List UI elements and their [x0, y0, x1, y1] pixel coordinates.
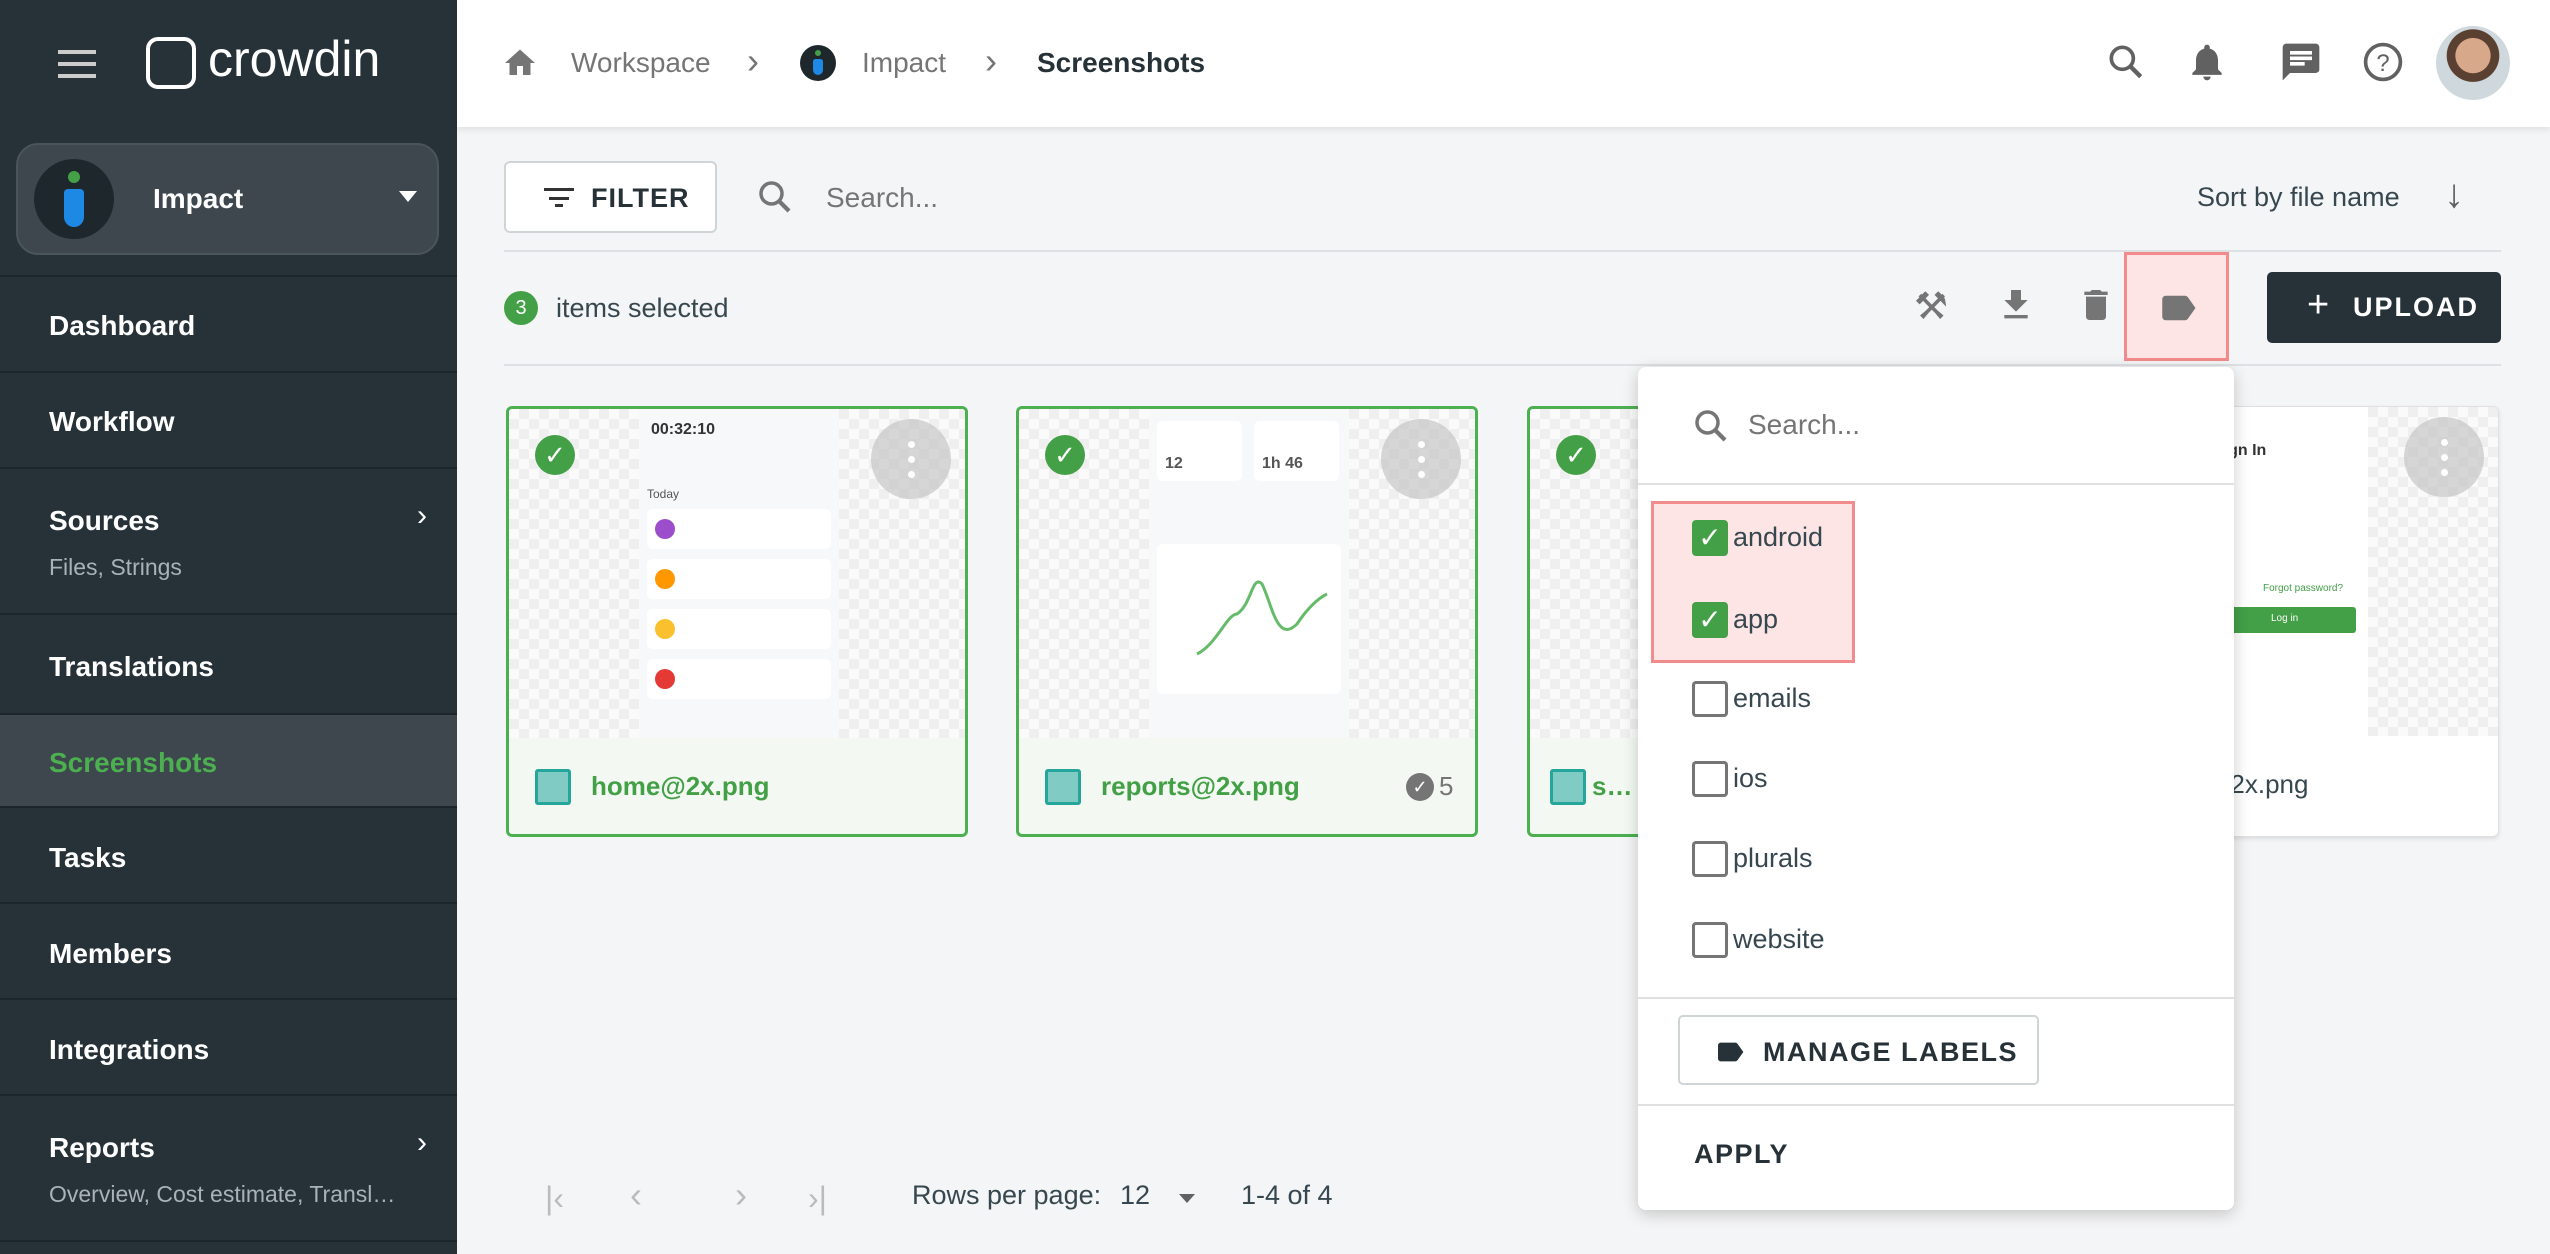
- selected-check-icon[interactable]: ✓: [1556, 435, 1596, 475]
- breadcrumb-current: Screenshots: [1037, 47, 1206, 78]
- selected-check-icon[interactable]: ✓: [535, 435, 575, 475]
- screenshot-thumbnail: 00:32:10 Today: [509, 409, 965, 738]
- bell-icon[interactable]: [2185, 40, 2229, 84]
- sidebar-item-members[interactable]: Members: [0, 904, 457, 1000]
- chat-icon[interactable]: [2279, 40, 2323, 84]
- next-page-icon[interactable]: ›: [735, 1174, 747, 1215]
- sort-select[interactable]: Sort by file name: [2197, 182, 2400, 212]
- search-icon: [1690, 405, 1732, 452]
- arrow-down-icon[interactable]: ↓: [2444, 172, 2464, 216]
- image-file-icon: [1550, 769, 1586, 805]
- apply-button[interactable]: APPLY: [1694, 1139, 1790, 1169]
- chevron-right-icon: ›: [985, 40, 997, 81]
- last-page-icon[interactable]: ›|: [808, 1180, 827, 1216]
- breadcrumb-workspace[interactable]: Workspace: [571, 47, 711, 78]
- top-bar: Workspace › Impact › Screenshots ?: [457, 0, 2550, 127]
- crowdin-logo-icon: [146, 37, 196, 89]
- first-page-icon[interactable]: |‹: [545, 1180, 564, 1216]
- more-options-icon[interactable]: [871, 419, 951, 499]
- project-icon: [34, 159, 114, 239]
- chevron-right-icon: ›: [417, 499, 427, 532]
- caret-down-icon[interactable]: [1179, 1194, 1195, 1203]
- filter-button[interactable]: FILTER: [504, 161, 717, 233]
- file-name[interactable]: reports@2x.png: [1101, 771, 1300, 801]
- checkbox-icon[interactable]: [1692, 761, 1728, 797]
- selected-check-icon[interactable]: ✓: [1045, 435, 1085, 475]
- search-input[interactable]: [826, 176, 1426, 220]
- checkbox-checked-icon[interactable]: ✓: [1692, 520, 1728, 556]
- selected-count-badge: 3: [504, 291, 538, 325]
- rows-per-page-select[interactable]: 12: [1120, 1180, 1151, 1210]
- image-file-icon: [1045, 769, 1081, 805]
- file-name[interactable]: home@2x.png: [591, 771, 770, 801]
- screenshot-card[interactable]: 00:32:10 Today ✓ home@2x.png: [506, 406, 968, 837]
- plus-icon: +: [2307, 284, 2330, 326]
- delete-icon[interactable]: [2076, 285, 2116, 330]
- sidebar-item-integrations[interactable]: Integrations: [0, 1000, 457, 1096]
- checkbox-icon[interactable]: [1692, 841, 1728, 877]
- menu-icon[interactable]: [58, 50, 96, 78]
- more-options-icon[interactable]: [1381, 419, 1461, 499]
- sidebar: crowdin Impact Dashboard Workflow Source…: [0, 0, 457, 1254]
- screenshot-card[interactable]: 12 1h 46 ✓ reports@2x.png ✓ 5: [1016, 406, 1478, 837]
- label-search-input[interactable]: [1748, 403, 2188, 447]
- home-icon[interactable]: [502, 45, 538, 81]
- checkbox-icon[interactable]: [1692, 922, 1728, 958]
- page-range: 1-4 of 4: [1241, 1180, 1333, 1210]
- manage-labels-button[interactable]: MANAGE LABELS: [1678, 1015, 2039, 1085]
- checkbox-checked-icon[interactable]: ✓: [1692, 602, 1728, 638]
- label-icon: [1718, 1042, 1744, 1062]
- selected-labels-highlight: [1651, 501, 1855, 663]
- project-icon: [800, 45, 836, 81]
- screenshot-thumbnail: 12 1h 46: [1019, 409, 1475, 738]
- checkbox-icon[interactable]: [1692, 681, 1728, 717]
- search-icon: [754, 176, 796, 223]
- svg-text:?: ?: [2376, 50, 2389, 77]
- file-name[interactable]: s…: [1592, 771, 1633, 801]
- project-selector[interactable]: Impact: [16, 143, 439, 255]
- chevron-right-icon: ›: [417, 1126, 427, 1159]
- help-icon[interactable]: ?: [2361, 40, 2405, 84]
- sidebar-item-dashboard[interactable]: Dashboard: [0, 277, 457, 373]
- caret-down-icon: [399, 191, 417, 202]
- filter-icon: [544, 188, 574, 208]
- selected-text: items selected: [556, 293, 729, 323]
- sidebar-item-sources[interactable]: Sources Files, Strings ›: [0, 469, 457, 615]
- search-icon[interactable]: [2104, 40, 2148, 84]
- project-name: Impact: [153, 183, 244, 214]
- label-icon: [2162, 295, 2196, 321]
- sidebar-item-screenshots[interactable]: Screenshots: [0, 715, 457, 808]
- avatar[interactable]: [2436, 26, 2510, 100]
- label-button[interactable]: [2124, 252, 2229, 361]
- download-icon[interactable]: [1996, 285, 2036, 330]
- prev-page-icon[interactable]: ‹: [630, 1174, 642, 1215]
- sidebar-item-translations[interactable]: Translations: [0, 615, 457, 715]
- chevron-right-icon: ›: [747, 40, 759, 81]
- more-options-icon[interactable]: [2404, 417, 2484, 497]
- magic-wand-icon[interactable]: ⚒: [1914, 286, 1949, 328]
- rows-per-page-label: Rows per page:: [912, 1180, 1102, 1210]
- sidebar-item-reports[interactable]: Reports Overview, Cost estimate, Transl… ›: [0, 1096, 457, 1242]
- labels-menu: ✓android ✓app emails ios plurals website…: [1638, 367, 2234, 1210]
- upload-button[interactable]: + UPLOAD: [2267, 272, 2501, 343]
- approved-check-icon: ✓: [1406, 773, 1434, 801]
- breadcrumb-project[interactable]: Impact: [862, 47, 947, 78]
- sidebar-item-workflow[interactable]: Workflow: [0, 373, 457, 469]
- sidebar-item-tasks[interactable]: Tasks: [0, 808, 457, 904]
- image-file-icon: [535, 769, 571, 805]
- approved-count: 5: [1439, 771, 1454, 801]
- brand-name: crowdin: [208, 31, 381, 87]
